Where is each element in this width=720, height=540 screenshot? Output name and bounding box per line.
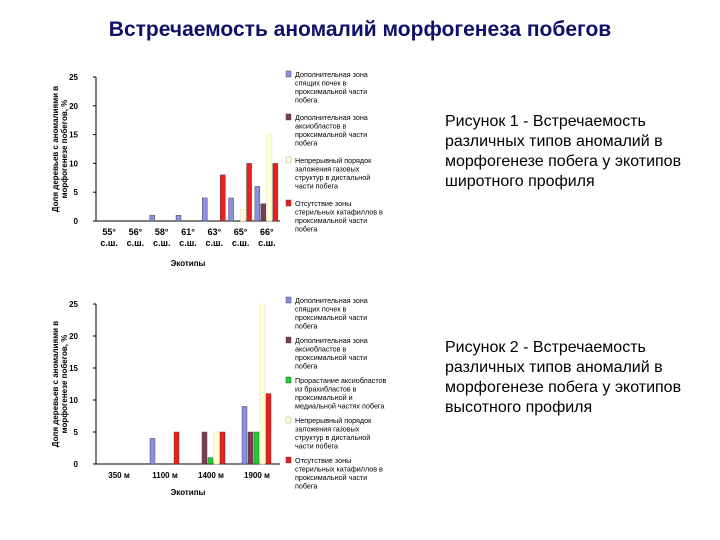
legend-swatch-1 xyxy=(285,296,292,304)
legend-swatch-3 xyxy=(285,376,292,384)
bar-6-4 xyxy=(246,163,252,222)
bar-2-5 xyxy=(173,431,180,465)
legend-swatch-2 xyxy=(285,113,292,121)
x-tick-label: 1400 м xyxy=(198,471,224,480)
y-tick-label: 10 xyxy=(69,396,78,405)
bar-5-4 xyxy=(220,174,226,222)
y-tick-label: 5 xyxy=(74,188,79,197)
bar-3-1 xyxy=(149,215,155,222)
x-tick-label: 55° с.ш. xyxy=(100,227,118,248)
bar-3-4 xyxy=(213,431,220,465)
chart-latitudinal: Доля деревьев с аномалиями в морфогенезе … xyxy=(48,62,418,272)
x-tick-label: 65° с.ш. xyxy=(232,227,250,248)
y-axis-title: Доля деревьев с аномалиями в xyxy=(51,321,60,447)
legend-label-4: Отсутствие зоны стерильных катафиллов в пр… xyxy=(295,199,383,234)
legend-label-3: Прорастание аксиобластов из брахибластов … xyxy=(295,376,387,411)
caption-figure-1: Рисунок 1 - Встречаемость различных типо… xyxy=(445,113,682,190)
legend-swatch-5 xyxy=(285,456,292,464)
bar-6-3 xyxy=(240,209,246,222)
bar-4-3 xyxy=(253,431,260,465)
legend-label-4: Непрерывный порядок заложения газовых стру… xyxy=(295,416,372,451)
legend-label-2: Дополнительная зона аксиобластов в проксим… xyxy=(295,113,368,148)
y-tick-label: 5 xyxy=(74,428,79,437)
x-tick-label: 56° с.ш. xyxy=(127,227,145,248)
legend-label-2: Дополнительная зона аксиобластов в проксим… xyxy=(295,336,368,371)
legend-label-1: Дополнительная зона спящих почек в проксим… xyxy=(295,296,368,331)
x-axis-title: Экотипы xyxy=(171,488,206,497)
bar-3-5 xyxy=(219,431,226,465)
legend-swatch-1 xyxy=(285,70,292,78)
y-tick-label: 20 xyxy=(69,102,78,111)
x-tick-label: 61° с.ш. xyxy=(179,227,197,248)
bar-4-2 xyxy=(247,431,254,465)
legend-swatch-4 xyxy=(285,416,292,424)
y-tick-label: 0 xyxy=(74,460,79,469)
y-axis-title: Доля деревьев с аномалиями в xyxy=(51,86,60,212)
legend-swatch-4 xyxy=(285,199,292,207)
x-tick-label: 1100 м xyxy=(152,471,178,480)
y-axis-title: морфогенезе побегов, % xyxy=(60,100,69,199)
y-tick-label: 0 xyxy=(74,217,79,226)
chart-latitudinal-svg: Доля деревьев с аномалиями в морфогенезе … xyxy=(51,70,383,268)
bar-7-1 xyxy=(254,186,261,222)
y-tick-label: 20 xyxy=(69,332,78,341)
bar-4-5 xyxy=(265,393,272,465)
x-tick-label: 350 м xyxy=(108,471,130,480)
bar-7-4 xyxy=(272,163,279,222)
y-tick-label: 10 xyxy=(69,159,78,168)
legend-label-3: Непрерывный порядок заложения газовых стру… xyxy=(295,156,372,191)
bar-4-1 xyxy=(175,215,182,222)
x-tick-label: 58° с.ш. xyxy=(153,227,171,248)
y-tick-label: 25 xyxy=(69,300,78,309)
y-tick-label: 25 xyxy=(69,73,78,82)
legend-label-5: Отсутствие зоны стерильных катафиллов в пр… xyxy=(295,456,383,491)
x-axis-title: Экотипы xyxy=(171,259,206,268)
y-tick-label: 15 xyxy=(69,131,78,140)
legend-swatch-2 xyxy=(285,336,292,344)
page-title: Встречаемость аномалий морфогенеза побег… xyxy=(108,18,612,41)
x-tick-label: 66° с.ш. xyxy=(258,227,276,248)
chart-altitudinal: Доля деревьев с аномалиями в морфогенезе … xyxy=(48,296,418,511)
bar-5-1 xyxy=(202,197,208,222)
bar-6-1 xyxy=(228,197,234,222)
bar-7-3 xyxy=(266,134,273,222)
bar-7-2 xyxy=(260,203,267,222)
chart-altitudinal-svg: Доля деревьев с аномалиями в морфогенезе … xyxy=(51,296,387,497)
bar-2-1 xyxy=(149,438,156,465)
bar-4-1 xyxy=(241,406,248,465)
legend-swatch-3 xyxy=(285,156,292,164)
y-tick-label: 15 xyxy=(69,364,78,373)
caption-figure-2: Рисунок 2 - Встречаемость различных типо… xyxy=(445,339,682,416)
bar-3-2 xyxy=(201,431,208,465)
x-tick-label: 63° с.ш. xyxy=(206,227,224,248)
bar-4-4 xyxy=(259,303,266,465)
bar-3-3 xyxy=(207,457,214,465)
legend-label-1: Дополнительная зона спящих почек в проксим… xyxy=(295,70,368,105)
y-axis-title: морфогенезе побегов, % xyxy=(60,335,69,434)
x-tick-label: 1900 м xyxy=(244,471,270,480)
